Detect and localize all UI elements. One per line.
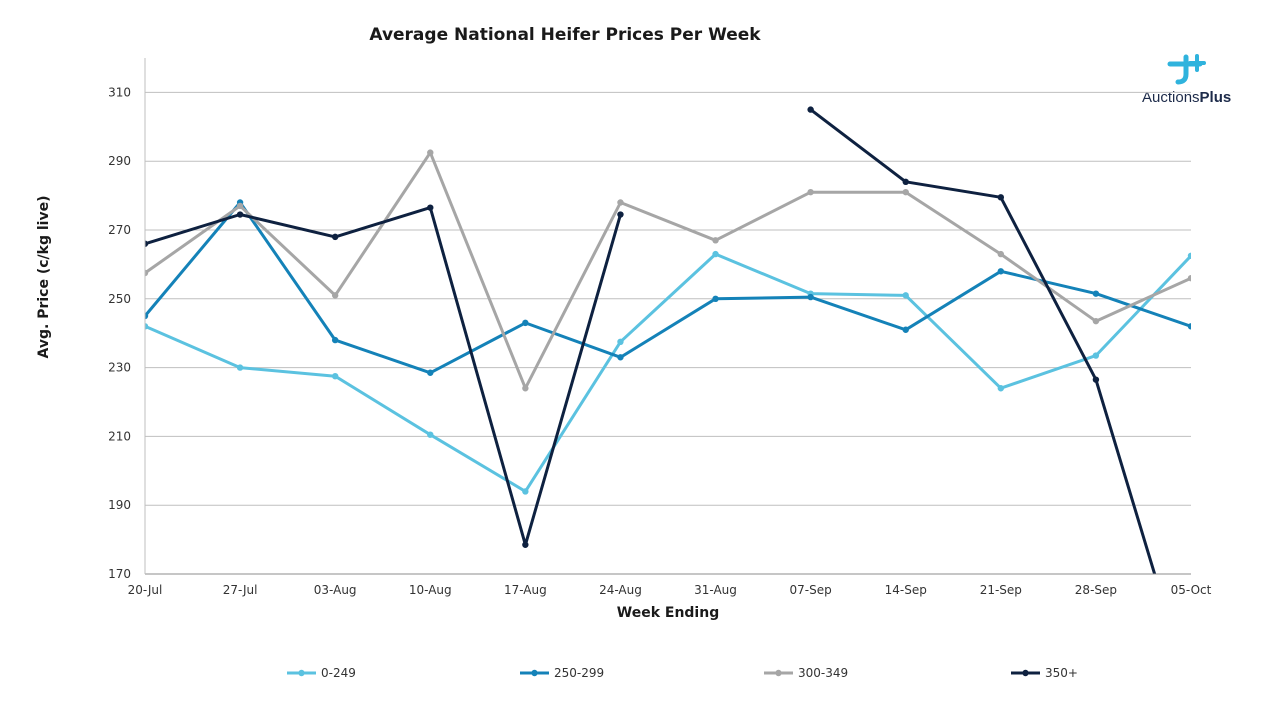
series-0-249 [145,250,1191,495]
logo-text-regular: Auctions [1142,89,1200,106]
data-point [902,326,909,333]
x-axis-label: Week Ending [617,605,719,621]
data-point [427,431,434,438]
data-point [522,541,529,548]
y-tick-label: 210 [108,429,131,443]
x-tick-label: 20-Jul [128,583,163,597]
data-point [712,295,719,302]
data-point [1092,352,1100,359]
series-group [145,106,1191,574]
data-point [1187,252,1191,259]
data-point [236,364,244,371]
data-point [902,292,909,299]
data-point [145,323,149,330]
x-tick-label: 27-Jul [223,583,258,597]
data-point [522,319,529,327]
data-point [522,488,529,495]
legend-label: 250-299 [554,666,604,680]
data-point [807,188,814,196]
data-point [807,106,814,113]
x-tick-label: 07-Sep [790,583,832,597]
data-point [427,149,434,156]
data-point [236,211,244,218]
data-point [617,199,624,206]
chart-title: Average National Heifer Prices Per Week [369,25,761,45]
legend-swatch-marker [775,669,782,677]
data-point [712,250,719,258]
legend-swatch-marker [298,669,305,677]
data-point [427,369,434,376]
legend-item: 350+ [1011,666,1078,680]
data-point [1092,317,1100,325]
legend-label: 0-249 [321,666,356,680]
x-tick-label: 05-Oct [1171,583,1212,597]
legend-swatch-marker [1022,669,1029,677]
y-tick-label: 170 [108,567,131,581]
data-point [1092,290,1100,297]
data-point [997,250,1005,258]
logo-mark-icon [1167,54,1206,85]
data-point [145,269,149,277]
series-250-299 [145,199,1191,376]
data-point [331,373,339,380]
data-point [1187,323,1191,330]
data-point [617,338,624,345]
x-tick-label: 03-Aug [314,583,357,597]
series-line [145,252,1191,493]
legend-item: 300-349 [764,666,848,680]
data-point [1187,274,1191,282]
data-point [427,204,434,211]
logo-text-bold: Plus [1200,89,1232,106]
legend: 0-249 250-299 300-349 350+ [287,666,1078,680]
legend-label: 300-349 [798,666,848,680]
data-point [902,178,909,186]
x-tick-label: 17-Aug [504,583,547,597]
legend-label: 350+ [1045,666,1078,680]
series-300-349 [145,149,1191,392]
data-point [617,211,624,218]
grid [145,91,1191,506]
y-tick-label: 290 [108,154,131,168]
data-point [145,312,149,320]
series-line [145,151,1191,390]
auctionsplus-logo: AuctionsPlus [1142,54,1231,106]
y-tick-label: 250 [108,292,131,306]
series-line [145,201,1191,375]
data-point [617,354,624,361]
x-tick-label: 14-Sep [885,583,927,597]
svg-text:AuctionsPlus: AuctionsPlus [1142,89,1231,106]
y-tick-label: 230 [108,361,131,375]
y-tick-label: 190 [108,498,131,512]
data-point [331,292,339,299]
x-tick-label: 24-Aug [599,583,642,597]
data-point [331,233,339,241]
y-tick-label: 270 [108,223,131,237]
data-point [997,194,1005,201]
data-point [331,336,339,344]
data-point [145,240,149,247]
data-point [522,385,529,392]
data-point [712,237,719,244]
data-point [902,188,909,196]
data-point [807,293,814,301]
data-point [236,202,244,210]
data-point [997,268,1005,275]
series-350+ [145,106,1157,574]
y-axis-ticks: 170 190 210 230 250 270 290 310 [108,85,131,581]
legend-swatch-marker [531,669,538,677]
data-point [997,385,1005,392]
x-axis-ticks: 20-Jul 27-Jul 03-Aug 10-Aug 17-Aug 24-Aug 31-A… [128,583,1212,597]
x-tick-label: 31-Aug [694,583,737,597]
x-tick-label: 21-Sep [980,583,1022,597]
x-tick-label: 28-Sep [1075,583,1117,597]
legend-item: 0-249 [287,666,356,680]
x-tick-label: 10-Aug [409,583,452,597]
legend-item: 250-299 [520,666,604,680]
y-axis-label: Avg. Price (c/kg live) [36,196,52,359]
y-tick-label: 310 [108,85,131,99]
data-point [1092,376,1100,383]
